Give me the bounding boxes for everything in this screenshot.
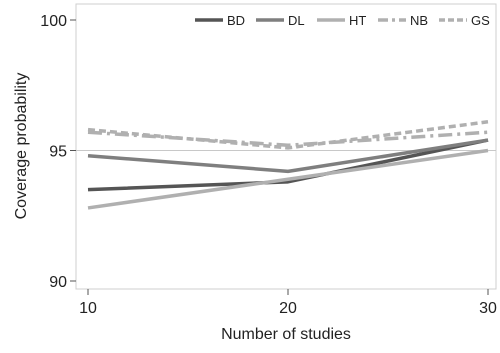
y-axis-label: Coverage probability: [13, 73, 30, 220]
series-line-bd: [87, 138, 489, 192]
legend-label: GS: [471, 13, 490, 28]
legend-item-dl: DL: [256, 13, 305, 28]
series-line-dl: [87, 138, 489, 174]
legend-label: BD: [227, 13, 245, 28]
series-line-gs: [87, 120, 489, 150]
y-tick-label: 100: [40, 13, 67, 30]
legend-item-gs: GS: [439, 13, 490, 28]
x-tick-label: 30: [479, 300, 497, 317]
legend-label: HT: [349, 13, 366, 28]
y-tick-label: 95: [49, 144, 67, 161]
x-tick-label: 20: [279, 300, 297, 317]
legend-item-nb: NB: [378, 13, 428, 28]
legend-item-bd: BD: [195, 13, 245, 28]
x-tick-label: 10: [79, 300, 97, 317]
y-tick-label: 90: [49, 274, 67, 291]
legend-label: NB: [410, 13, 428, 28]
legend-label: DL: [288, 13, 305, 28]
series-line-ht: [87, 148, 489, 210]
x-axis-label: Number of studies: [221, 326, 351, 343]
legend-item-ht: HT: [317, 13, 366, 28]
